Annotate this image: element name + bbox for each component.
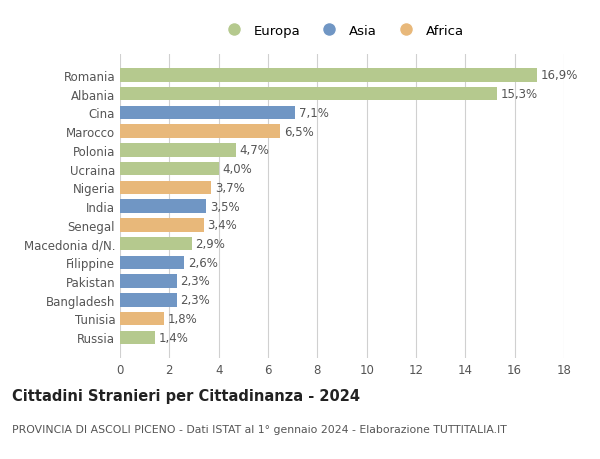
Bar xyxy=(120,200,206,213)
Text: 2,3%: 2,3% xyxy=(181,294,210,307)
Text: Cittadini Stranieri per Cittadinanza - 2024: Cittadini Stranieri per Cittadinanza - 2… xyxy=(12,388,360,403)
Text: 4,7%: 4,7% xyxy=(239,144,269,157)
Bar xyxy=(120,237,191,251)
Bar xyxy=(120,274,177,288)
Bar xyxy=(120,331,155,344)
Bar xyxy=(120,181,211,195)
Legend: Europa, Asia, Africa: Europa, Asia, Africa xyxy=(215,19,469,43)
Text: 1,4%: 1,4% xyxy=(158,331,188,344)
Text: 2,9%: 2,9% xyxy=(195,237,225,251)
Bar xyxy=(120,106,295,120)
Text: 7,1%: 7,1% xyxy=(299,106,329,119)
Bar xyxy=(120,256,184,269)
Bar xyxy=(120,69,537,82)
Bar xyxy=(120,293,177,307)
Bar xyxy=(120,144,236,157)
Bar xyxy=(120,88,497,101)
Text: PROVINCIA DI ASCOLI PICENO - Dati ISTAT al 1° gennaio 2024 - Elaborazione TUTTIT: PROVINCIA DI ASCOLI PICENO - Dati ISTAT … xyxy=(12,425,507,435)
Text: 4,0%: 4,0% xyxy=(223,162,252,176)
Text: 3,4%: 3,4% xyxy=(208,219,238,232)
Text: 6,5%: 6,5% xyxy=(284,125,314,138)
Bar xyxy=(120,125,280,139)
Text: 16,9%: 16,9% xyxy=(541,69,578,82)
Text: 3,7%: 3,7% xyxy=(215,181,245,194)
Bar xyxy=(120,312,164,325)
Text: 3,5%: 3,5% xyxy=(210,200,239,213)
Text: 2,6%: 2,6% xyxy=(188,256,218,269)
Text: 2,3%: 2,3% xyxy=(181,275,210,288)
Text: 15,3%: 15,3% xyxy=(501,88,538,101)
Bar xyxy=(120,162,218,176)
Bar xyxy=(120,218,204,232)
Text: 1,8%: 1,8% xyxy=(168,312,198,325)
